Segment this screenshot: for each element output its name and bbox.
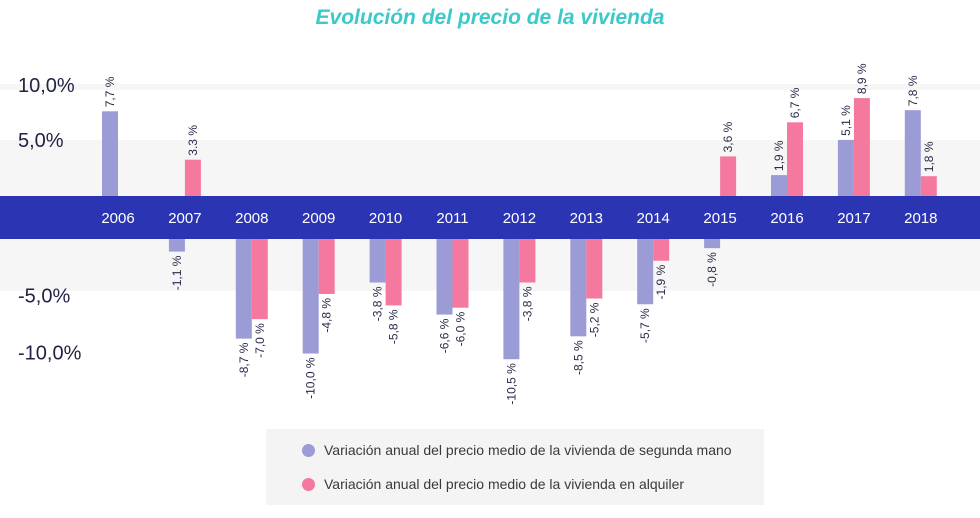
y-tick-label: -10,0% — [18, 343, 82, 365]
chart-title: Evolución del precio de la vivienda — [315, 6, 665, 29]
data-label-rent-2013: -5,2 % — [587, 302, 601, 337]
data-label-resale-2009: -10,0 % — [304, 357, 318, 399]
bar-rent-2013 — [586, 239, 603, 299]
data-label-resale-2007: -1,1 % — [170, 255, 184, 290]
x-tick-label-2018: 2018 — [904, 210, 937, 227]
data-label-resale-2008: -8,7 % — [237, 342, 251, 377]
data-label-rent-2009: -4,8 % — [320, 298, 334, 333]
bar-rent-2012 — [519, 239, 536, 283]
legend: Variación anual del precio medio de la v… — [266, 429, 764, 505]
bar-rent-2015 — [720, 156, 737, 196]
legend-item-rent: Variación anual del precio medio de la v… — [302, 474, 684, 494]
x-tick-label-2011: 2011 — [436, 210, 468, 227]
data-label-rent-2017: 8,9 % — [855, 63, 869, 94]
bar-resale-2006 — [102, 111, 118, 196]
data-label-rent-2011: -6,0 % — [454, 311, 468, 346]
bar-resale-2014 — [637, 239, 654, 305]
x-tick-label-2009: 2009 — [302, 210, 335, 227]
x-tick-label-2015: 2015 — [703, 210, 736, 227]
data-label-resale-2017: 5,1 % — [839, 105, 853, 136]
bar-resale-2013 — [570, 239, 587, 337]
bar-resale-2010 — [369, 239, 386, 283]
bar-resale-2015 — [704, 239, 721, 249]
data-label-resale-2010: -3,8 % — [371, 286, 385, 321]
bar-rent-2009 — [318, 239, 335, 294]
grid-band-upper — [0, 140, 980, 196]
bar-resale-2012 — [503, 239, 520, 360]
data-label-resale-2014: -5,7 % — [638, 308, 652, 343]
bar-rent-2018 — [920, 176, 937, 196]
bar-rent-2014 — [653, 239, 670, 261]
bar-chart: 2006 2007 2008 2009 2010 2011 2012 2013 2014 2015… — [0, 63, 980, 405]
data-label-rent-2008: -7,0 % — [253, 323, 267, 358]
bar-resale-2018 — [904, 110, 921, 196]
bar-resale-2007 — [168, 239, 185, 252]
grid-band-lower — [0, 239, 980, 291]
data-label-rent-2016: 6,7 % — [788, 87, 802, 118]
x-tick-label-2012: 2012 — [503, 210, 536, 227]
x-tick-label-2016: 2016 — [770, 210, 803, 227]
data-label-rent-2007: 3.3 % — [186, 125, 200, 156]
data-label-resale-2012: -10,5 % — [504, 363, 518, 405]
legend-label-resale: Variación anual del precio medio de la v… — [324, 442, 732, 458]
bar-rent-2016 — [787, 122, 803, 196]
data-label-resale-2015: -0,8 % — [705, 252, 719, 287]
bar-resale-2008 — [235, 239, 252, 339]
data-label-rent-2012: -3,8 % — [520, 286, 534, 321]
y-tick-label: 5,0% — [18, 130, 64, 152]
legend-label-rent: Variación anual del precio medio de la v… — [324, 476, 685, 492]
x-tick-label-2006: 2006 — [101, 210, 134, 227]
bar-resale-2009 — [302, 239, 319, 354]
grid-band-top — [0, 84, 980, 90]
zero-band — [0, 196, 980, 239]
legend-item-resale: Variación anual del precio medio de la v… — [302, 440, 732, 460]
x-tick-label-2008: 2008 — [235, 210, 268, 227]
y-tick-label: -5,0% — [18, 285, 70, 307]
data-label-rent-2018: 1,8 % — [922, 141, 936, 172]
data-label-resale-2011: -6,6 % — [438, 318, 452, 353]
data-label-rent-2015: 3,6 % — [721, 121, 735, 152]
data-label-resale-2006: 7,7 % — [103, 76, 117, 107]
x-tick-label-2013: 2013 — [570, 210, 603, 227]
x-tick-label-2010: 2010 — [369, 210, 402, 227]
x-tick-label-2014: 2014 — [637, 210, 670, 227]
data-label-rent-2014: -1,9 % — [654, 264, 668, 299]
bar-rent-2008 — [251, 239, 268, 320]
x-tick-label-2017: 2017 — [837, 210, 870, 227]
x-tick-label-2007: 2007 — [168, 210, 201, 227]
data-label-resale-2016: 1,9 % — [772, 140, 786, 171]
bar-rent-2011 — [452, 239, 469, 308]
legend-swatch-resale — [302, 443, 315, 457]
bar-rent-2007 — [184, 159, 201, 196]
bar-resale-2011 — [436, 239, 453, 315]
bar-rent-2017 — [853, 98, 870, 196]
data-label-rent-2010: -5,8 % — [387, 309, 401, 344]
data-label-resale-2018: 7,8 % — [906, 75, 920, 106]
data-label-resale-2013: -8,5 % — [571, 340, 585, 375]
bar-resale-2016 — [771, 175, 787, 196]
y-tick-label: 10,0% — [18, 75, 75, 97]
legend-swatch-rent — [302, 477, 315, 491]
bar-rent-2010 — [385, 239, 402, 306]
bar-resale-2017 — [837, 139, 854, 196]
